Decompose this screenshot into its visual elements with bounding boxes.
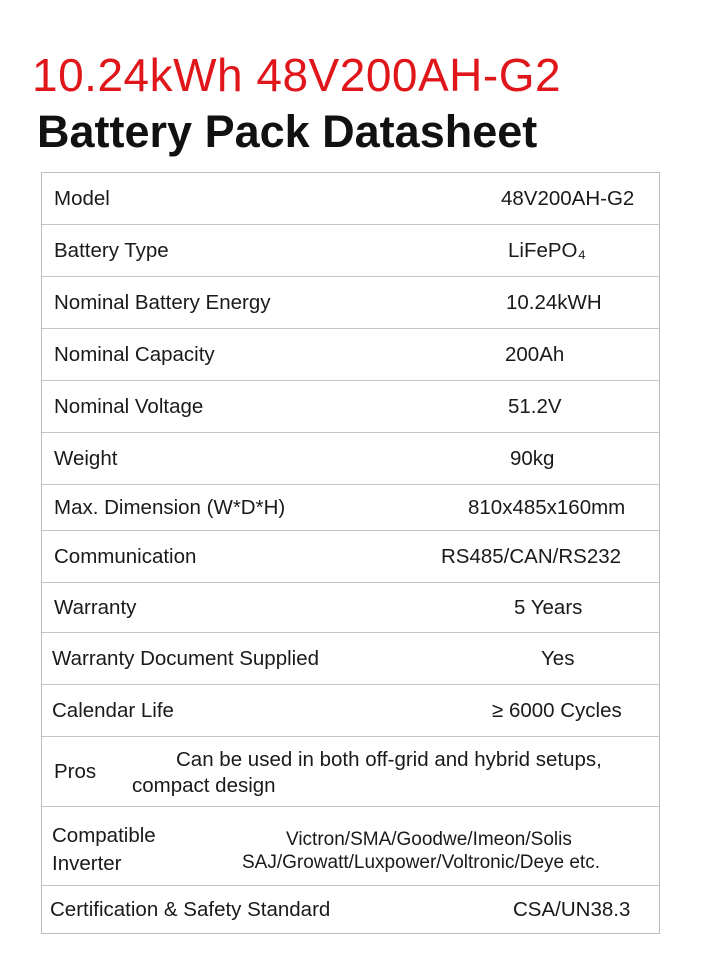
table-row: Warranty 5 Years — [42, 583, 659, 633]
row-value: 10.24kWH — [506, 290, 602, 314]
row-label: Nominal Voltage — [54, 394, 204, 418]
row-value: LiFePO₄ — [508, 238, 586, 262]
datasheet-heading: Battery Pack Datasheet — [37, 106, 538, 157]
row-label-line2: Inverter — [52, 852, 122, 875]
row-label: Max. Dimension (W*D*H) — [54, 495, 286, 519]
row-value: 51.2V — [508, 394, 562, 418]
row-label: Certification & Safety Standard — [50, 897, 331, 921]
row-value: 90kg — [510, 446, 555, 470]
row-label: Weight — [54, 446, 118, 470]
table-row: Battery Type LiFePO₄ — [42, 225, 659, 277]
row-label: Warranty Document Supplied — [52, 646, 320, 670]
row-value: Yes — [541, 646, 575, 670]
row-value-line1: Can be used in both off-grid and hybrid … — [176, 748, 602, 771]
table-row: Calendar Life ≥ 6000 Cycles — [42, 685, 659, 737]
row-value: 5 Years — [514, 595, 583, 619]
table-row: Nominal Capacity 200Ah — [42, 329, 659, 381]
product-title: 10.24kWh 48V200AH-G2 — [32, 49, 562, 101]
row-label-line1: Compatible — [52, 824, 156, 847]
table-row: Pros Can be used in both off-grid and hyb… — [42, 737, 659, 807]
row-label: Nominal Battery Energy — [54, 290, 271, 314]
row-value: RS485/CAN/RS232 — [441, 544, 622, 568]
row-label: Calendar Life — [52, 698, 174, 722]
table-row: Nominal Voltage 51.2V — [42, 381, 659, 433]
table-row: Weight 90kg — [42, 433, 659, 485]
row-value: 200Ah — [505, 342, 565, 366]
table-row: Model 48V200AH-G2 — [42, 173, 659, 225]
row-value: CSA/UN38.3 — [513, 897, 631, 921]
table-row: Compatible Inverter Victron/SMA/Goodwe/Ime… — [42, 807, 659, 886]
spec-table: Model 48V200AH-G2 Battery Type LiFePO₄ Nom… — [41, 172, 660, 934]
row-label: Model — [54, 186, 110, 210]
row-label: Nominal Capacity — [54, 342, 215, 366]
table-row: Communication RS485/CAN/RS232 — [42, 531, 659, 583]
table-row: Max. Dimension (W*D*H) 810x485x160mm — [42, 485, 659, 531]
row-value-line2: compact design — [132, 774, 276, 797]
row-value-line1: Victron/SMA/Goodwe/Imeon/Solis — [286, 829, 572, 850]
row-label: Communication — [54, 544, 197, 568]
table-row: Certification & Safety Standard CSA/UN38.… — [42, 886, 659, 933]
table-row: Warranty Document Supplied Yes — [42, 633, 659, 685]
row-label: Warranty — [54, 595, 137, 619]
row-label: Battery Type — [54, 238, 169, 262]
row-value: ≥ 6000 Cycles — [492, 698, 622, 722]
row-value: 48V200AH-G2 — [501, 186, 635, 210]
row-value: 810x485x160mm — [468, 495, 626, 519]
row-label: Pros — [54, 759, 97, 783]
table-row: Nominal Battery Energy 10.24kWH — [42, 277, 659, 329]
row-value-line2: SAJ/Growatt/Luxpower/Voltronic/Deye etc. — [242, 852, 600, 873]
